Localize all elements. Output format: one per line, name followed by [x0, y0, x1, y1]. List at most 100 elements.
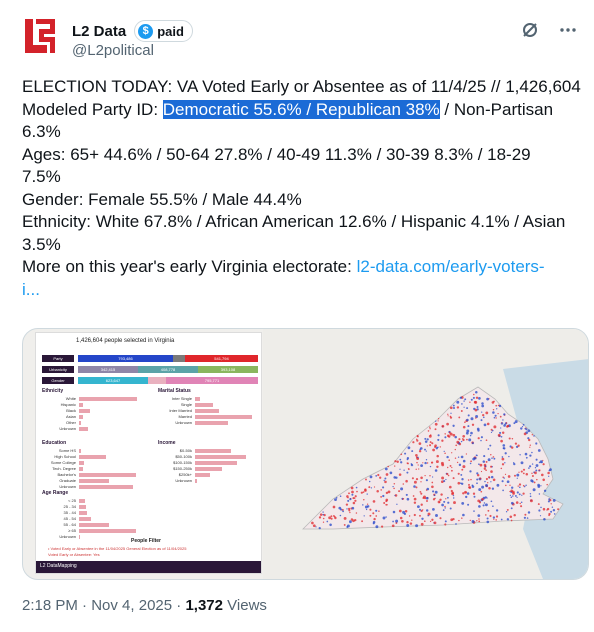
author-handle[interactable]: @L2political	[72, 42, 154, 59]
section-row-label: Single	[180, 402, 192, 407]
voter-dot	[400, 487, 404, 491]
voter-dot	[335, 497, 338, 499]
article-link[interactable]: l2-data.com/early-voters-	[356, 257, 545, 276]
paid-badge-label: paid	[157, 23, 184, 39]
voter-dot	[476, 482, 478, 485]
voter-dot	[521, 425, 524, 428]
voter-dot	[441, 439, 444, 442]
voter-dot	[413, 485, 416, 488]
voter-dot	[443, 500, 446, 503]
voter-dot	[444, 452, 446, 454]
voter-dot	[481, 497, 484, 501]
voter-dot	[452, 433, 456, 437]
voter-dot	[489, 444, 492, 447]
voter-dot	[424, 437, 427, 440]
footer-logo: L2 DataMapping	[40, 563, 77, 569]
section-row-label: Tech. Degree	[52, 466, 76, 471]
voter-dot	[513, 474, 517, 477]
voter-dot	[378, 510, 380, 512]
voter-dot	[405, 493, 408, 496]
panel-title: 1,426,604 people selected in Virginia	[76, 338, 175, 344]
tweet-media-image[interactable]: 1,426,604 people selected in Virginia Pa…	[22, 328, 589, 580]
voter-dot	[529, 444, 532, 446]
tweet-meta: 2:18 PM · Nov 4, 2025 · 1,372 Views	[22, 597, 267, 614]
voter-dot	[487, 509, 490, 512]
voter-dot	[470, 460, 472, 463]
voter-dot	[518, 483, 522, 486]
voter-dot	[488, 476, 491, 479]
voter-dot	[467, 479, 470, 481]
voter-dot	[541, 461, 543, 463]
voter-dot	[355, 512, 358, 514]
voter-dot	[398, 490, 401, 493]
voter-dot	[461, 403, 463, 405]
tweet-date[interactable]: Nov 4, 2025	[91, 597, 173, 614]
section-row-label: < 25	[68, 498, 76, 503]
voter-dot	[501, 456, 504, 458]
voter-dot	[522, 492, 525, 495]
voter-dot	[420, 476, 423, 480]
voter-dot	[481, 485, 485, 489]
voter-dot	[465, 495, 468, 499]
voter-dot	[478, 520, 481, 523]
filter-item: Voted Early or Absentee: Yes	[48, 552, 100, 557]
voter-dot	[473, 400, 477, 404]
voter-dot	[520, 501, 523, 504]
voter-dot	[474, 408, 478, 412]
voter-dot	[484, 465, 487, 467]
grok-icon[interactable]	[518, 18, 542, 42]
tweet-time[interactable]: 2:18 PM	[22, 597, 78, 614]
summary-bar-segment: 342,415	[78, 366, 138, 373]
map-svg	[263, 329, 588, 579]
voter-dot	[408, 515, 411, 517]
voter-dot	[485, 460, 488, 463]
article-link-continued[interactable]: i...	[22, 279, 40, 299]
voter-dot	[411, 477, 414, 480]
voter-dot	[354, 495, 357, 498]
voter-dot	[506, 518, 510, 521]
voter-dot	[429, 426, 431, 428]
voter-dot	[500, 435, 503, 438]
voter-dot	[478, 505, 481, 508]
meta-separator: ·	[77, 597, 92, 614]
paid-badge[interactable]: $ paid	[134, 20, 193, 42]
voter-dot	[482, 504, 485, 507]
summary-bar-party: Party 793,486 541,794	[42, 355, 258, 362]
voter-dot	[483, 455, 486, 458]
voter-dot	[503, 447, 506, 450]
voter-dot	[446, 472, 449, 476]
voter-dot	[537, 503, 540, 506]
voter-dot	[349, 498, 352, 501]
voter-dot	[424, 448, 426, 451]
voter-dot	[475, 415, 479, 418]
voter-dot	[501, 463, 505, 466]
voter-dot	[460, 410, 463, 412]
voter-dot	[514, 420, 518, 424]
dollar-icon: $	[138, 23, 154, 39]
voter-dot	[425, 459, 428, 461]
voter-dot	[436, 454, 439, 458]
voter-dot	[531, 434, 533, 436]
voter-dot	[346, 524, 350, 528]
display-name[interactable]: L2 Data	[72, 22, 127, 40]
voter-dot	[493, 518, 495, 520]
voter-dot	[315, 526, 317, 528]
voter-dot	[481, 402, 484, 405]
voter-dot	[446, 455, 449, 459]
voter-dot	[460, 440, 463, 443]
voter-dot	[546, 483, 548, 486]
more-icon[interactable]	[556, 18, 580, 42]
voter-dot	[406, 471, 409, 474]
voter-dot	[364, 489, 367, 492]
voter-dot	[318, 526, 321, 530]
voter-dot	[391, 524, 395, 528]
voter-dot	[513, 462, 516, 466]
voter-dot	[370, 487, 373, 489]
voter-dot	[402, 483, 405, 485]
voter-dot	[482, 413, 485, 417]
voter-dot	[486, 517, 489, 520]
voter-dot	[361, 520, 364, 523]
avatar[interactable]	[22, 16, 62, 56]
views-label: Views	[223, 597, 267, 614]
voter-dot	[343, 523, 346, 526]
